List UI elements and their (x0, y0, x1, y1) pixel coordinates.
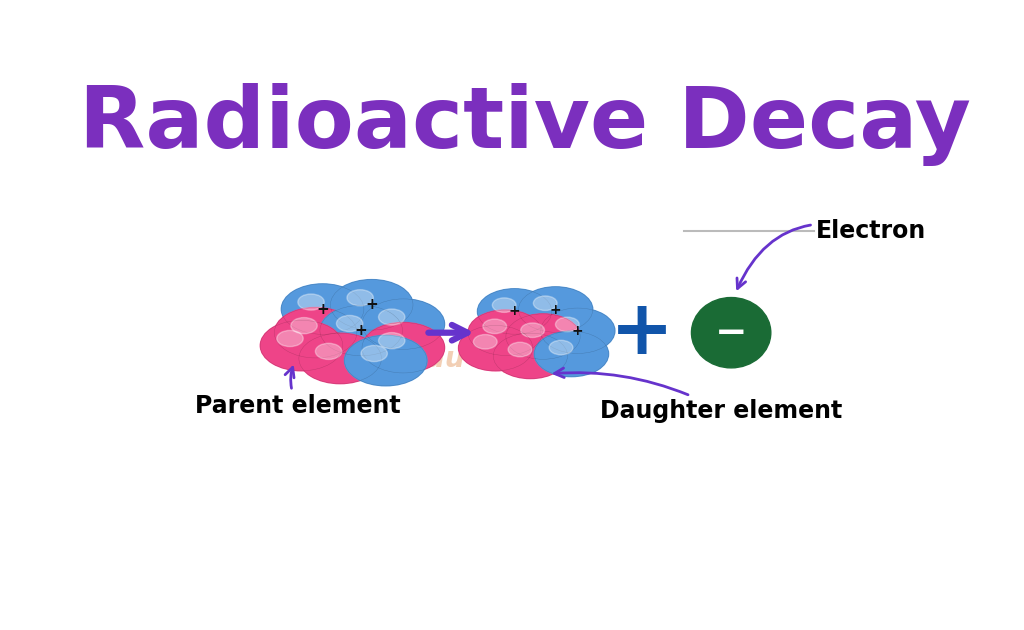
Circle shape (555, 317, 580, 331)
Circle shape (362, 299, 444, 350)
Circle shape (483, 319, 507, 334)
Circle shape (549, 340, 572, 355)
Circle shape (534, 296, 557, 311)
Circle shape (477, 289, 552, 334)
Circle shape (291, 318, 317, 334)
Text: +: + (572, 324, 584, 338)
Circle shape (361, 345, 387, 362)
Text: Parent element: Parent element (196, 367, 401, 418)
Circle shape (299, 333, 381, 384)
Circle shape (379, 309, 404, 325)
Circle shape (276, 330, 303, 346)
Text: +: + (610, 295, 674, 370)
Circle shape (468, 310, 543, 355)
Text: +: + (355, 323, 368, 338)
Circle shape (298, 294, 325, 310)
Circle shape (347, 290, 374, 306)
Circle shape (344, 335, 427, 386)
Circle shape (379, 333, 404, 349)
Text: −: − (715, 314, 748, 352)
Text: Electron: Electron (737, 219, 927, 289)
Circle shape (535, 331, 608, 377)
Text: Edu input: Edu input (406, 345, 556, 374)
Circle shape (362, 323, 444, 373)
Circle shape (282, 284, 364, 335)
Circle shape (315, 343, 342, 360)
Text: +: + (509, 304, 520, 319)
Text: +: + (550, 302, 561, 316)
Text: +: + (316, 302, 329, 317)
Circle shape (518, 287, 593, 332)
Circle shape (331, 280, 413, 330)
Circle shape (521, 323, 545, 338)
Circle shape (493, 298, 516, 312)
Ellipse shape (691, 297, 771, 368)
Circle shape (274, 307, 356, 358)
Circle shape (337, 316, 362, 331)
Circle shape (506, 314, 581, 359)
Circle shape (508, 342, 531, 357)
Circle shape (473, 335, 497, 349)
Circle shape (494, 333, 567, 379)
Text: +: + (366, 297, 378, 312)
Circle shape (459, 326, 532, 371)
Circle shape (319, 306, 402, 356)
Text: Daughter element: Daughter element (554, 368, 843, 423)
Circle shape (260, 320, 343, 371)
Text: Radioactive Decay: Radioactive Decay (79, 83, 971, 166)
Circle shape (541, 308, 614, 353)
